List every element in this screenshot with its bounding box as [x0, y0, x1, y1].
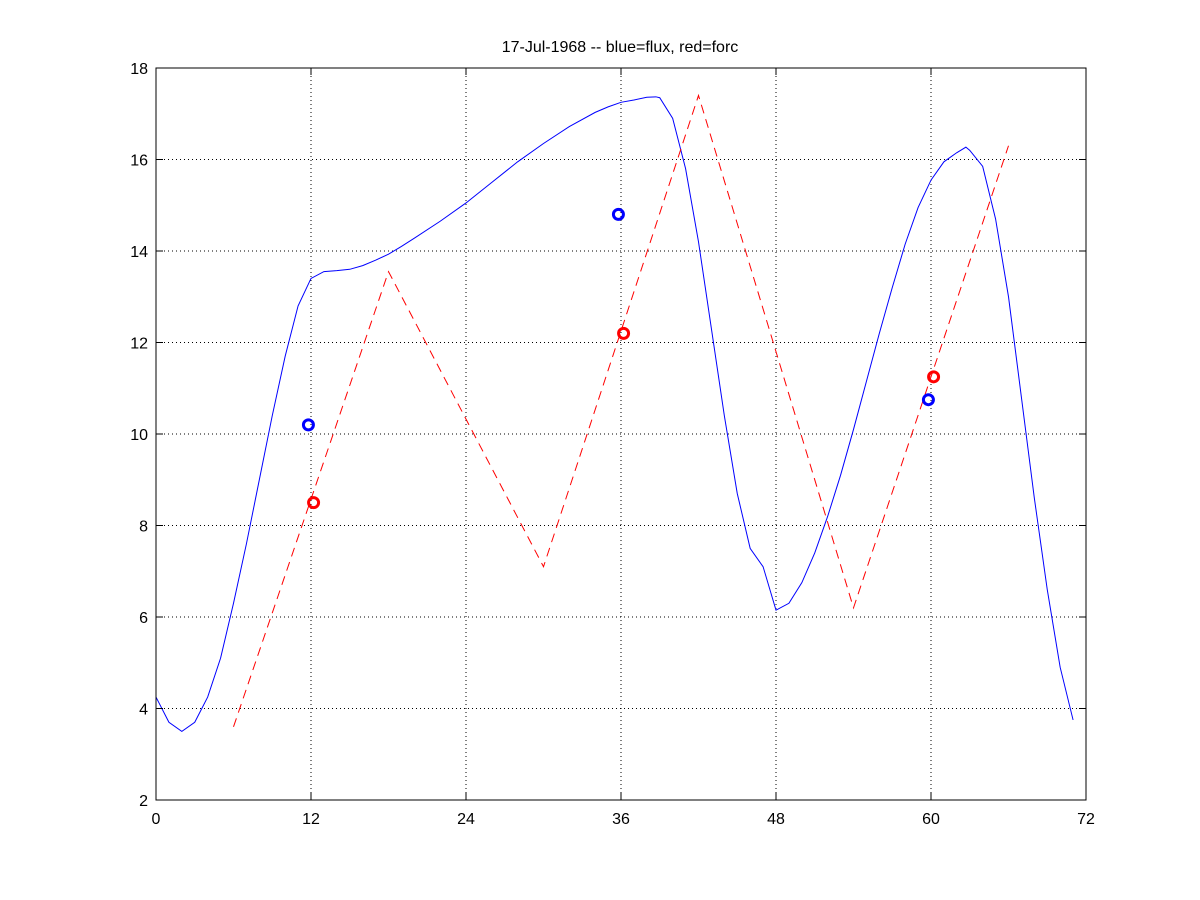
y-tick-label: 10	[130, 427, 148, 444]
flux-marker	[611, 207, 625, 221]
x-tick-label: 12	[302, 811, 320, 828]
x-tick-label: 24	[457, 811, 475, 828]
grid	[156, 68, 1086, 800]
forc-series-line	[233, 93, 1009, 727]
x-tick-label: 72	[1077, 811, 1095, 828]
forc-marker	[307, 496, 321, 510]
y-tick-label: 18	[130, 61, 148, 78]
flux-marker	[301, 418, 315, 432]
flux-series-line	[155, 96, 1074, 732]
y-tick-label: 2	[139, 793, 148, 810]
y-tick-label: 6	[139, 610, 148, 627]
y-tick-label: 8	[139, 519, 148, 536]
x-tick-label: 36	[612, 811, 630, 828]
y-tick-label: 4	[139, 702, 148, 719]
y-tick-label: 16	[130, 153, 148, 170]
y-tick-label: 12	[130, 336, 148, 353]
x-tick-label: 48	[767, 811, 785, 828]
series-layer	[155, 93, 1074, 732]
y-tick-label: 14	[130, 244, 148, 261]
chart-title: 17-Jul-1968 -- blue=flux, red=forc	[502, 39, 739, 56]
forc-marker	[927, 370, 941, 384]
x-tick-label: 0	[152, 811, 161, 828]
marker-layer	[301, 207, 941, 510]
forc-marker	[617, 326, 631, 340]
flux-marker	[921, 393, 935, 407]
x-tick-label: 60	[922, 811, 940, 828]
